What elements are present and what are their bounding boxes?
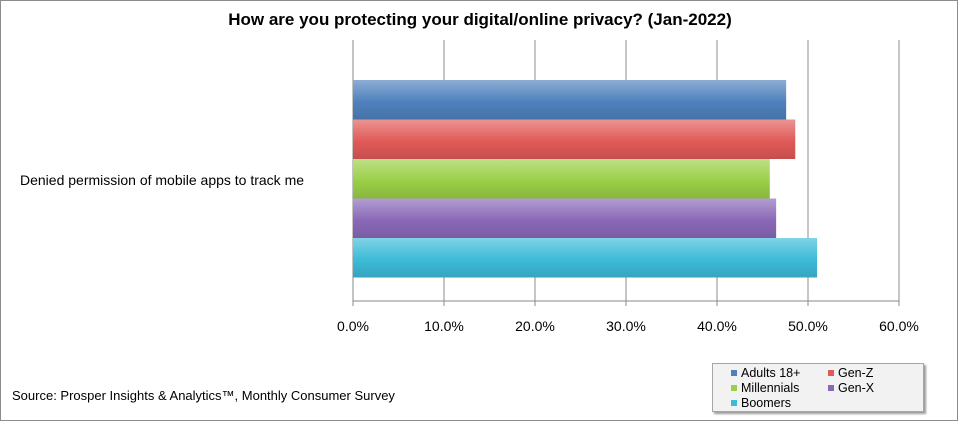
legend-item-genz: Gen-Z	[828, 366, 873, 380]
x-tick-label: 50.0%	[788, 318, 828, 334]
source-note: Source: Prosper Insights & Analytics™, M…	[12, 388, 395, 403]
legend: Adults 18+ Gen-Z Millennials Gen-X Boome…	[712, 363, 924, 412]
chart-title: How are you protecting your digital/onli…	[228, 10, 732, 29]
x-tick-label: 40.0%	[697, 318, 737, 334]
legend-item-genx: Gen-X	[828, 381, 874, 395]
legend-label: Millennials	[741, 381, 800, 395]
bar-millennials	[353, 159, 770, 199]
legend-label: Gen-Z	[838, 366, 874, 380]
legend-label: Adults 18+	[741, 366, 801, 380]
legend-swatch	[731, 385, 737, 391]
legend-item-boomers: Boomers	[731, 396, 791, 410]
bar-gen-x	[353, 198, 777, 238]
category-label: Denied permission of mobile apps to trac…	[20, 172, 305, 188]
bar-boomers	[353, 238, 818, 278]
legend-item-adults: Adults 18+	[731, 366, 800, 380]
x-tick-label: 10.0%	[424, 318, 464, 334]
legend-label: Gen-X	[838, 381, 875, 395]
legend-swatch	[731, 370, 737, 376]
x-tick-label: 60.0%	[879, 318, 919, 334]
legend-label: Boomers	[741, 396, 792, 410]
bar-adults-18	[353, 80, 787, 120]
bar-gen-z	[353, 119, 796, 159]
legend-swatch	[828, 370, 834, 376]
x-tick-label: 30.0%	[606, 318, 646, 334]
x-tick-label: 0.0%	[337, 318, 369, 334]
legend-swatch	[731, 400, 737, 406]
legend-item-millennials: Millennials	[731, 381, 799, 395]
legend-swatch	[828, 385, 834, 391]
x-tick-label: 20.0%	[515, 318, 555, 334]
